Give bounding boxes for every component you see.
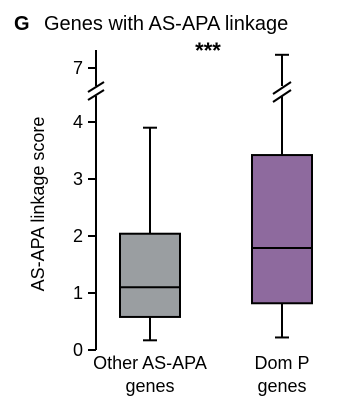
y-tick-label: 0	[73, 340, 83, 360]
y-axis-break-mark	[87, 89, 105, 101]
y-tick-label: 7	[73, 58, 83, 78]
y-axis-label: AS-APA linkage score	[28, 117, 48, 292]
y-axis: 0 1 2 3 4 7	[73, 50, 105, 360]
y-axis-break-mark	[87, 81, 105, 93]
chart-title: Genes with AS-APA linkage	[44, 13, 288, 35]
box-iqr	[119, 232, 181, 318]
whisker-break-mark	[272, 89, 292, 103]
y-tick-label: 1	[73, 283, 83, 303]
boxes-group	[119, 53, 313, 342]
whisker-break-mark	[272, 81, 292, 95]
y-tick-label: 3	[73, 169, 83, 189]
y-tick-label: 2	[73, 226, 83, 246]
panel-letter: G	[14, 13, 30, 35]
x-tick-label-dom-line2: genes	[257, 376, 306, 396]
significance-marker: ***	[195, 38, 221, 63]
x-tick-label-other-line1: Other AS-APA	[93, 353, 207, 373]
y-tick-label: 4	[73, 112, 83, 132]
x-tick-label-other-line2: genes	[125, 376, 174, 396]
x-tick-label-dom-line1: Dom P	[254, 353, 309, 373]
box-iqr	[251, 154, 313, 305]
